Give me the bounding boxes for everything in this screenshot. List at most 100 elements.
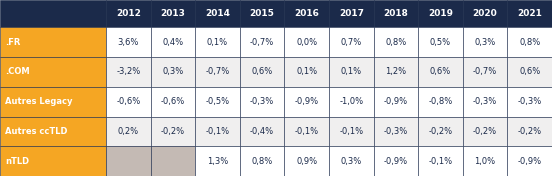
Text: 0,8%: 0,8% <box>519 38 540 47</box>
Bar <box>106 27 151 57</box>
Text: -0,6%: -0,6% <box>116 97 140 106</box>
Bar <box>329 57 374 87</box>
Text: -0,3%: -0,3% <box>250 97 274 106</box>
Text: 2019: 2019 <box>428 9 453 18</box>
Text: -0,5%: -0,5% <box>205 97 230 106</box>
Bar <box>0 0 106 27</box>
Bar <box>507 117 552 146</box>
Text: 0,1%: 0,1% <box>207 38 228 47</box>
Text: -0,7%: -0,7% <box>473 67 497 76</box>
Bar <box>106 117 151 146</box>
Bar <box>284 27 329 57</box>
Bar <box>463 146 507 176</box>
Text: Autres Legacy: Autres Legacy <box>6 97 73 106</box>
Bar <box>507 146 552 176</box>
Bar <box>507 27 552 57</box>
Text: 2021: 2021 <box>517 9 542 18</box>
Text: 0,9%: 0,9% <box>296 157 317 166</box>
Text: 2012: 2012 <box>116 9 141 18</box>
Text: 0,8%: 0,8% <box>385 38 406 47</box>
Bar <box>240 0 284 27</box>
Text: 0,7%: 0,7% <box>341 38 362 47</box>
Bar <box>240 117 284 146</box>
Text: 0,6%: 0,6% <box>430 67 451 76</box>
Text: -0,7%: -0,7% <box>250 38 274 47</box>
Text: -0,1%: -0,1% <box>205 127 230 136</box>
Text: 0,4%: 0,4% <box>162 38 183 47</box>
Bar <box>329 146 374 176</box>
Text: 2014: 2014 <box>205 9 230 18</box>
Bar <box>151 27 195 57</box>
Bar <box>418 0 463 27</box>
Bar <box>418 27 463 57</box>
Text: -0,9%: -0,9% <box>295 97 319 106</box>
Bar <box>195 27 240 57</box>
Text: -0,2%: -0,2% <box>518 127 542 136</box>
Bar <box>0 57 106 87</box>
Text: -0,3%: -0,3% <box>384 127 408 136</box>
Bar <box>418 87 463 117</box>
Bar <box>374 0 418 27</box>
Bar <box>374 87 418 117</box>
Text: 3,6%: 3,6% <box>118 38 139 47</box>
Bar <box>463 0 507 27</box>
Text: Autres ccTLD: Autres ccTLD <box>6 127 68 136</box>
Text: 0,3%: 0,3% <box>162 67 183 76</box>
Text: -0,3%: -0,3% <box>473 97 497 106</box>
Bar <box>240 146 284 176</box>
Bar <box>106 146 151 176</box>
Bar <box>0 27 106 57</box>
Text: 0,5%: 0,5% <box>430 38 451 47</box>
Text: -0,8%: -0,8% <box>428 97 453 106</box>
Bar <box>284 0 329 27</box>
Text: 0,0%: 0,0% <box>296 38 317 47</box>
Bar <box>507 87 552 117</box>
Text: 2013: 2013 <box>161 9 185 18</box>
Bar <box>507 57 552 87</box>
Text: 0,3%: 0,3% <box>341 157 362 166</box>
Text: .COM: .COM <box>6 67 30 76</box>
Bar <box>240 57 284 87</box>
Text: 1,3%: 1,3% <box>207 157 228 166</box>
Bar <box>195 117 240 146</box>
Text: nTLD: nTLD <box>6 157 29 166</box>
Text: 2020: 2020 <box>473 9 497 18</box>
Bar <box>463 117 507 146</box>
Bar <box>374 27 418 57</box>
Text: 0,8%: 0,8% <box>252 157 273 166</box>
Text: 2015: 2015 <box>250 9 274 18</box>
Text: 0,1%: 0,1% <box>341 67 362 76</box>
Bar <box>418 146 463 176</box>
Bar <box>284 57 329 87</box>
Bar <box>374 117 418 146</box>
Bar <box>463 57 507 87</box>
Text: 0,1%: 0,1% <box>296 67 317 76</box>
Text: 2018: 2018 <box>384 9 408 18</box>
Text: 0,6%: 0,6% <box>252 67 273 76</box>
Text: 1,0%: 1,0% <box>475 157 496 166</box>
Bar <box>151 146 195 176</box>
Bar <box>240 87 284 117</box>
Text: -0,4%: -0,4% <box>250 127 274 136</box>
Bar <box>284 146 329 176</box>
Text: -0,9%: -0,9% <box>384 157 408 166</box>
Text: -0,6%: -0,6% <box>161 97 185 106</box>
Bar <box>0 146 106 176</box>
Text: 2017: 2017 <box>339 9 364 18</box>
Bar <box>151 117 195 146</box>
Text: .FR: .FR <box>6 38 20 47</box>
Bar <box>106 87 151 117</box>
Bar <box>329 117 374 146</box>
Text: -0,9%: -0,9% <box>518 157 542 166</box>
Bar <box>0 117 106 146</box>
Bar <box>106 0 151 27</box>
Bar <box>463 27 507 57</box>
Text: -0,2%: -0,2% <box>428 127 453 136</box>
Bar <box>463 87 507 117</box>
Bar <box>284 87 329 117</box>
Text: 0,3%: 0,3% <box>475 38 496 47</box>
Bar <box>329 0 374 27</box>
Bar <box>0 87 106 117</box>
Bar <box>195 146 240 176</box>
Bar <box>151 57 195 87</box>
